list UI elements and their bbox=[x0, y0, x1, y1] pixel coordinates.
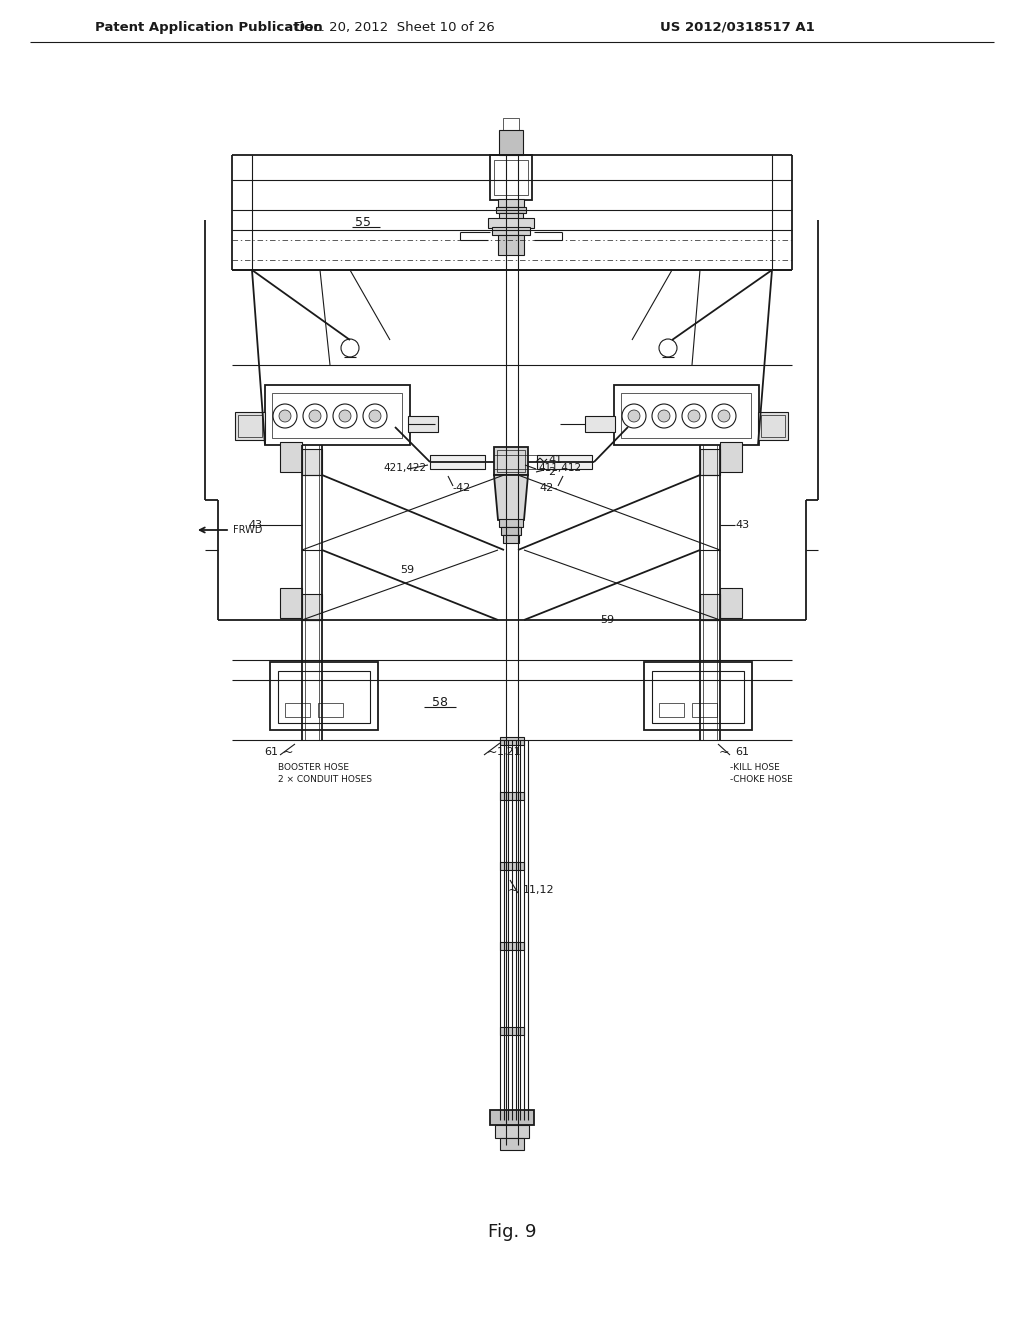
Bar bbox=[500, 737, 524, 744]
Bar bbox=[497, 450, 525, 473]
Bar bbox=[692, 704, 717, 717]
Text: 2 × CONDUIT HOSES: 2 × CONDUIT HOSES bbox=[278, 775, 372, 784]
Bar bbox=[318, 704, 343, 717]
Bar bbox=[280, 587, 302, 618]
Bar bbox=[498, 199, 524, 207]
Text: Fig. 9: Fig. 9 bbox=[487, 1224, 537, 1241]
Bar bbox=[408, 416, 438, 432]
Text: 59: 59 bbox=[600, 615, 614, 624]
Bar bbox=[503, 117, 519, 129]
Text: 1,21: 1,21 bbox=[497, 747, 521, 756]
Bar bbox=[490, 1110, 534, 1125]
Bar bbox=[700, 449, 720, 475]
Text: 421,422: 421,422 bbox=[383, 463, 426, 473]
Bar bbox=[496, 207, 526, 213]
Bar bbox=[492, 227, 530, 235]
Circle shape bbox=[718, 411, 730, 422]
Bar bbox=[659, 704, 684, 717]
Bar bbox=[280, 442, 302, 473]
Bar bbox=[621, 393, 751, 438]
Circle shape bbox=[688, 411, 700, 422]
Circle shape bbox=[279, 411, 291, 422]
Circle shape bbox=[369, 411, 381, 422]
Text: ~: ~ bbox=[487, 746, 498, 759]
Bar bbox=[499, 213, 523, 219]
Text: -CHOKE HOSE: -CHOKE HOSE bbox=[730, 775, 793, 784]
Bar bbox=[700, 594, 720, 620]
Bar bbox=[495, 1125, 529, 1138]
Bar bbox=[270, 663, 378, 730]
Text: -KILL HOSE: -KILL HOSE bbox=[730, 763, 779, 772]
Text: 43: 43 bbox=[735, 520, 750, 531]
Text: 411,412: 411,412 bbox=[538, 463, 582, 473]
Bar bbox=[490, 154, 532, 201]
Text: 43: 43 bbox=[248, 520, 262, 531]
Text: US 2012/0318517 A1: US 2012/0318517 A1 bbox=[660, 21, 815, 33]
Bar bbox=[500, 942, 524, 950]
Text: 41: 41 bbox=[548, 455, 562, 465]
Text: 61: 61 bbox=[264, 747, 278, 756]
Bar bbox=[285, 704, 310, 717]
Bar bbox=[500, 862, 524, 870]
Text: BOOSTER HOSE: BOOSTER HOSE bbox=[278, 763, 349, 772]
Bar bbox=[720, 442, 742, 473]
Text: ~: ~ bbox=[508, 883, 518, 896]
Text: -42: -42 bbox=[452, 483, 470, 492]
Text: Dec. 20, 2012  Sheet 10 of 26: Dec. 20, 2012 Sheet 10 of 26 bbox=[295, 21, 495, 33]
Text: FRWD: FRWD bbox=[233, 525, 262, 535]
Circle shape bbox=[658, 411, 670, 422]
Bar bbox=[644, 663, 752, 730]
Text: ~: ~ bbox=[719, 746, 729, 759]
Bar bbox=[278, 671, 370, 723]
Bar bbox=[302, 449, 322, 475]
Bar bbox=[761, 414, 785, 437]
Bar bbox=[272, 393, 402, 438]
Bar bbox=[265, 385, 410, 445]
Bar bbox=[501, 527, 521, 535]
Bar bbox=[499, 519, 523, 527]
Bar bbox=[498, 235, 524, 255]
Bar bbox=[238, 414, 262, 437]
Text: 2: 2 bbox=[548, 467, 555, 477]
Bar bbox=[234, 412, 265, 440]
Bar bbox=[302, 594, 322, 620]
Bar bbox=[494, 447, 528, 475]
Text: ~: ~ bbox=[283, 746, 294, 759]
Bar bbox=[758, 412, 788, 440]
Bar bbox=[500, 1027, 524, 1035]
Bar bbox=[720, 587, 742, 618]
Bar bbox=[430, 455, 485, 469]
Bar bbox=[503, 535, 519, 543]
Text: 61: 61 bbox=[735, 747, 749, 756]
Bar bbox=[585, 416, 615, 432]
Bar bbox=[500, 792, 524, 800]
Bar bbox=[494, 160, 528, 195]
Bar bbox=[488, 218, 534, 228]
Bar bbox=[500, 1138, 524, 1150]
Bar bbox=[537, 455, 592, 469]
Text: Patent Application Publication: Patent Application Publication bbox=[95, 21, 323, 33]
Text: 42-: 42- bbox=[540, 483, 558, 492]
Text: 59: 59 bbox=[400, 565, 414, 576]
Bar bbox=[614, 385, 759, 445]
Circle shape bbox=[628, 411, 640, 422]
Circle shape bbox=[339, 411, 351, 422]
Text: 11,12: 11,12 bbox=[523, 884, 555, 895]
Polygon shape bbox=[494, 475, 528, 520]
Bar bbox=[499, 129, 523, 154]
Bar bbox=[652, 671, 744, 723]
Circle shape bbox=[309, 411, 321, 422]
Text: 55: 55 bbox=[355, 215, 371, 228]
Text: 58: 58 bbox=[432, 696, 449, 709]
